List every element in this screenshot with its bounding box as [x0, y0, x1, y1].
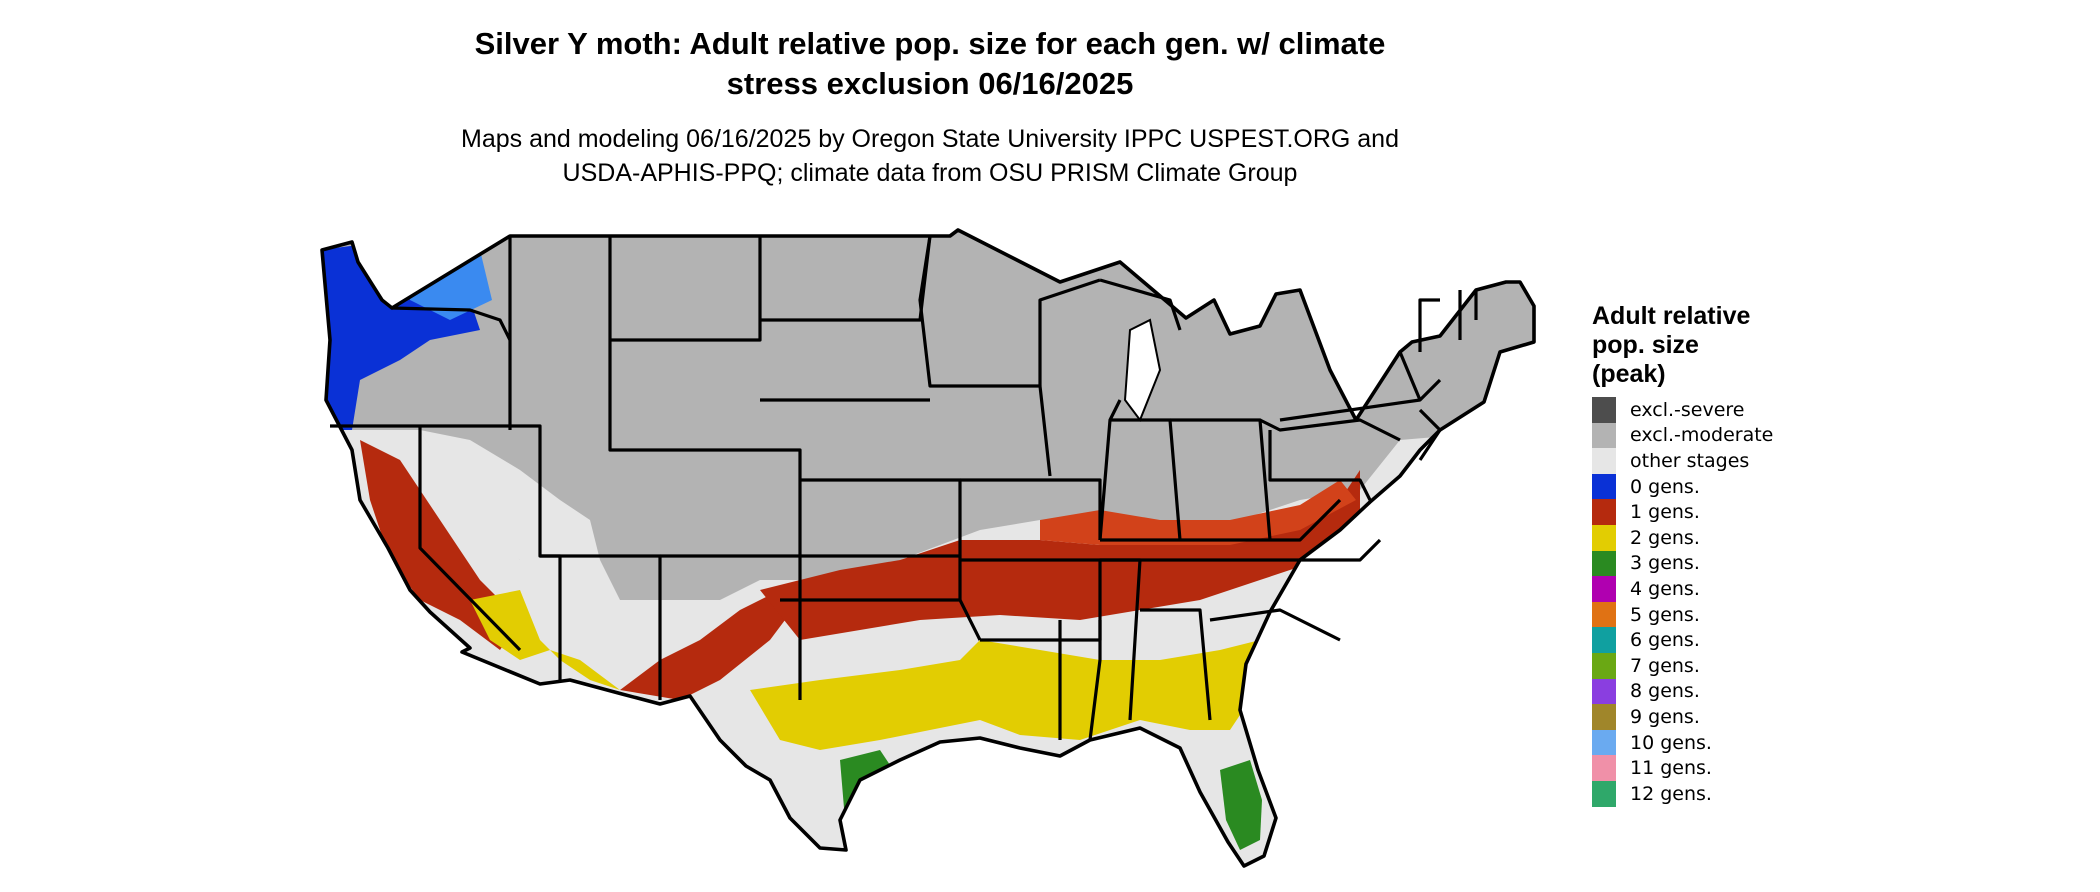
state-boundaries: [330, 235, 1478, 741]
state-line: [800, 554, 962, 600]
state-line: [918, 235, 1052, 477]
legend-item: 7 gens.: [1592, 652, 1792, 679]
legend-swatch: [1592, 755, 1616, 781]
state-line: [418, 426, 522, 652]
legend-swatch: [1592, 550, 1616, 577]
two-gens-southwest: [470, 590, 620, 690]
legend-swatch: [1592, 704, 1616, 730]
legend-item: 8 gens.: [1592, 678, 1792, 705]
legend: Adult relative pop. size (peak) excl.-se…: [1592, 302, 1792, 807]
legend-item: 12 gens.: [1592, 780, 1792, 807]
state-line: [1140, 608, 1212, 721]
legend-item: 4 gens.: [1592, 576, 1792, 602]
legend-label: 6 gens.: [1630, 629, 1700, 652]
legend-item: 11 gens.: [1592, 755, 1792, 781]
legend-item: 5 gens.: [1592, 601, 1792, 628]
legend-swatch: [1592, 524, 1616, 551]
one-gen-midsouth-band: [760, 470, 1360, 640]
one-gen-southwest-edge: [620, 590, 800, 700]
legend-label: 4 gens.: [1630, 577, 1700, 600]
state-line: [608, 236, 660, 452]
legend-title-line1: Adult relative: [1592, 302, 1751, 330]
legend-item: 6 gens.: [1592, 627, 1792, 653]
legend-item: 10 gens.: [1592, 729, 1792, 756]
state-line: [391, 306, 512, 341]
state-line: [1398, 351, 1422, 401]
legend-label: 11 gens.: [1630, 757, 1712, 780]
legend-item: 9 gens.: [1592, 704, 1792, 730]
one-gen-band-orange: [1040, 480, 1356, 545]
one-gen-california: [360, 440, 520, 650]
legend-swatch: [1592, 499, 1616, 525]
legend-label: 7 gens.: [1630, 654, 1700, 677]
legend-item: 2 gens.: [1592, 524, 1792, 551]
legend-swatch: [1592, 422, 1616, 449]
state-line: [1099, 278, 1182, 331]
legend-swatch: [1592, 576, 1616, 602]
legend-label: 5 gens.: [1630, 603, 1700, 626]
legend-item: 1 gens.: [1592, 499, 1792, 525]
legend-item: 3 gens.: [1592, 550, 1792, 577]
three-gens-florida: [1220, 760, 1262, 850]
zero-gens-northwest: [322, 242, 480, 430]
legend-swatch: [1592, 448, 1616, 474]
legend-item: 0 gens.: [1592, 473, 1792, 500]
lake-michigan: [1123, 318, 1162, 423]
legend-label: 8 gens.: [1630, 680, 1700, 703]
state-line: [1088, 620, 1102, 741]
legend-item: excl.-moderate: [1592, 422, 1792, 449]
legend-swatch: [1592, 397, 1616, 423]
map-title-line1: Silver Y moth: Adult relative pop. size …: [474, 26, 1386, 61]
legend-label: other stages: [1630, 449, 1750, 472]
legend-label: 9 gens.: [1630, 705, 1700, 728]
state-line: [610, 236, 762, 342]
legend-swatch: [1592, 678, 1616, 705]
legend-label: 2 gens.: [1630, 526, 1700, 549]
map-subtitle-line1: Maps and modeling 06/16/2025 by Oregon S…: [461, 125, 1399, 153]
legend-label: 12 gens.: [1630, 782, 1712, 805]
legend-label: excl.-severe: [1630, 398, 1745, 421]
state-line: [960, 478, 1102, 540]
legend-label: 10 gens.: [1630, 731, 1712, 754]
legend-swatch: [1592, 601, 1616, 628]
map-title: Silver Y moth: Adult relative pop. size …: [380, 24, 1480, 104]
legend-swatch: [1592, 627, 1616, 653]
state-line: [1418, 298, 1440, 352]
state-line: [1100, 498, 1342, 542]
legend-swatch: [1592, 780, 1616, 807]
state-line: [1209, 608, 1341, 642]
legend-item: excl.-severe: [1592, 397, 1792, 423]
two-gens-gulf: [750, 640, 1280, 750]
state-line: [1268, 430, 1372, 501]
legend-title-line2: pop. size: [1592, 331, 1699, 359]
legend-swatch: [1592, 652, 1616, 679]
legend-label: excl.-moderate: [1630, 424, 1774, 447]
map-title-line2: stress exclusion 06/16/2025: [726, 66, 1134, 101]
state-line: [1170, 538, 1382, 562]
legend-item: other stages: [1592, 448, 1792, 474]
state-line: [780, 598, 982, 641]
legend-label: 1 gens.: [1630, 501, 1700, 524]
state-line: [1100, 558, 1142, 721]
map-subtitle: Maps and modeling 06/16/2025 by Oregon S…: [380, 122, 1480, 190]
state-line: [660, 448, 802, 556]
state-line: [1038, 278, 1101, 386]
map-subtitle-line2: USDA-APHIS-PPQ; climate data from OSU PR…: [562, 159, 1298, 187]
legend-swatch: [1592, 473, 1616, 500]
other-stages-basin: [420, 430, 600, 560]
legend-swatch: [1592, 729, 1616, 756]
legend-items: excl.-severe excl.-moderate other stages…: [1592, 397, 1792, 807]
state-line: [1259, 418, 1401, 442]
legend-title-line3: (peak): [1592, 360, 1666, 388]
legend-title: Adult relative pop. size (peak): [1592, 302, 1792, 389]
legend-label: 0 gens.: [1630, 475, 1700, 498]
legend-label: 3 gens.: [1630, 552, 1700, 575]
